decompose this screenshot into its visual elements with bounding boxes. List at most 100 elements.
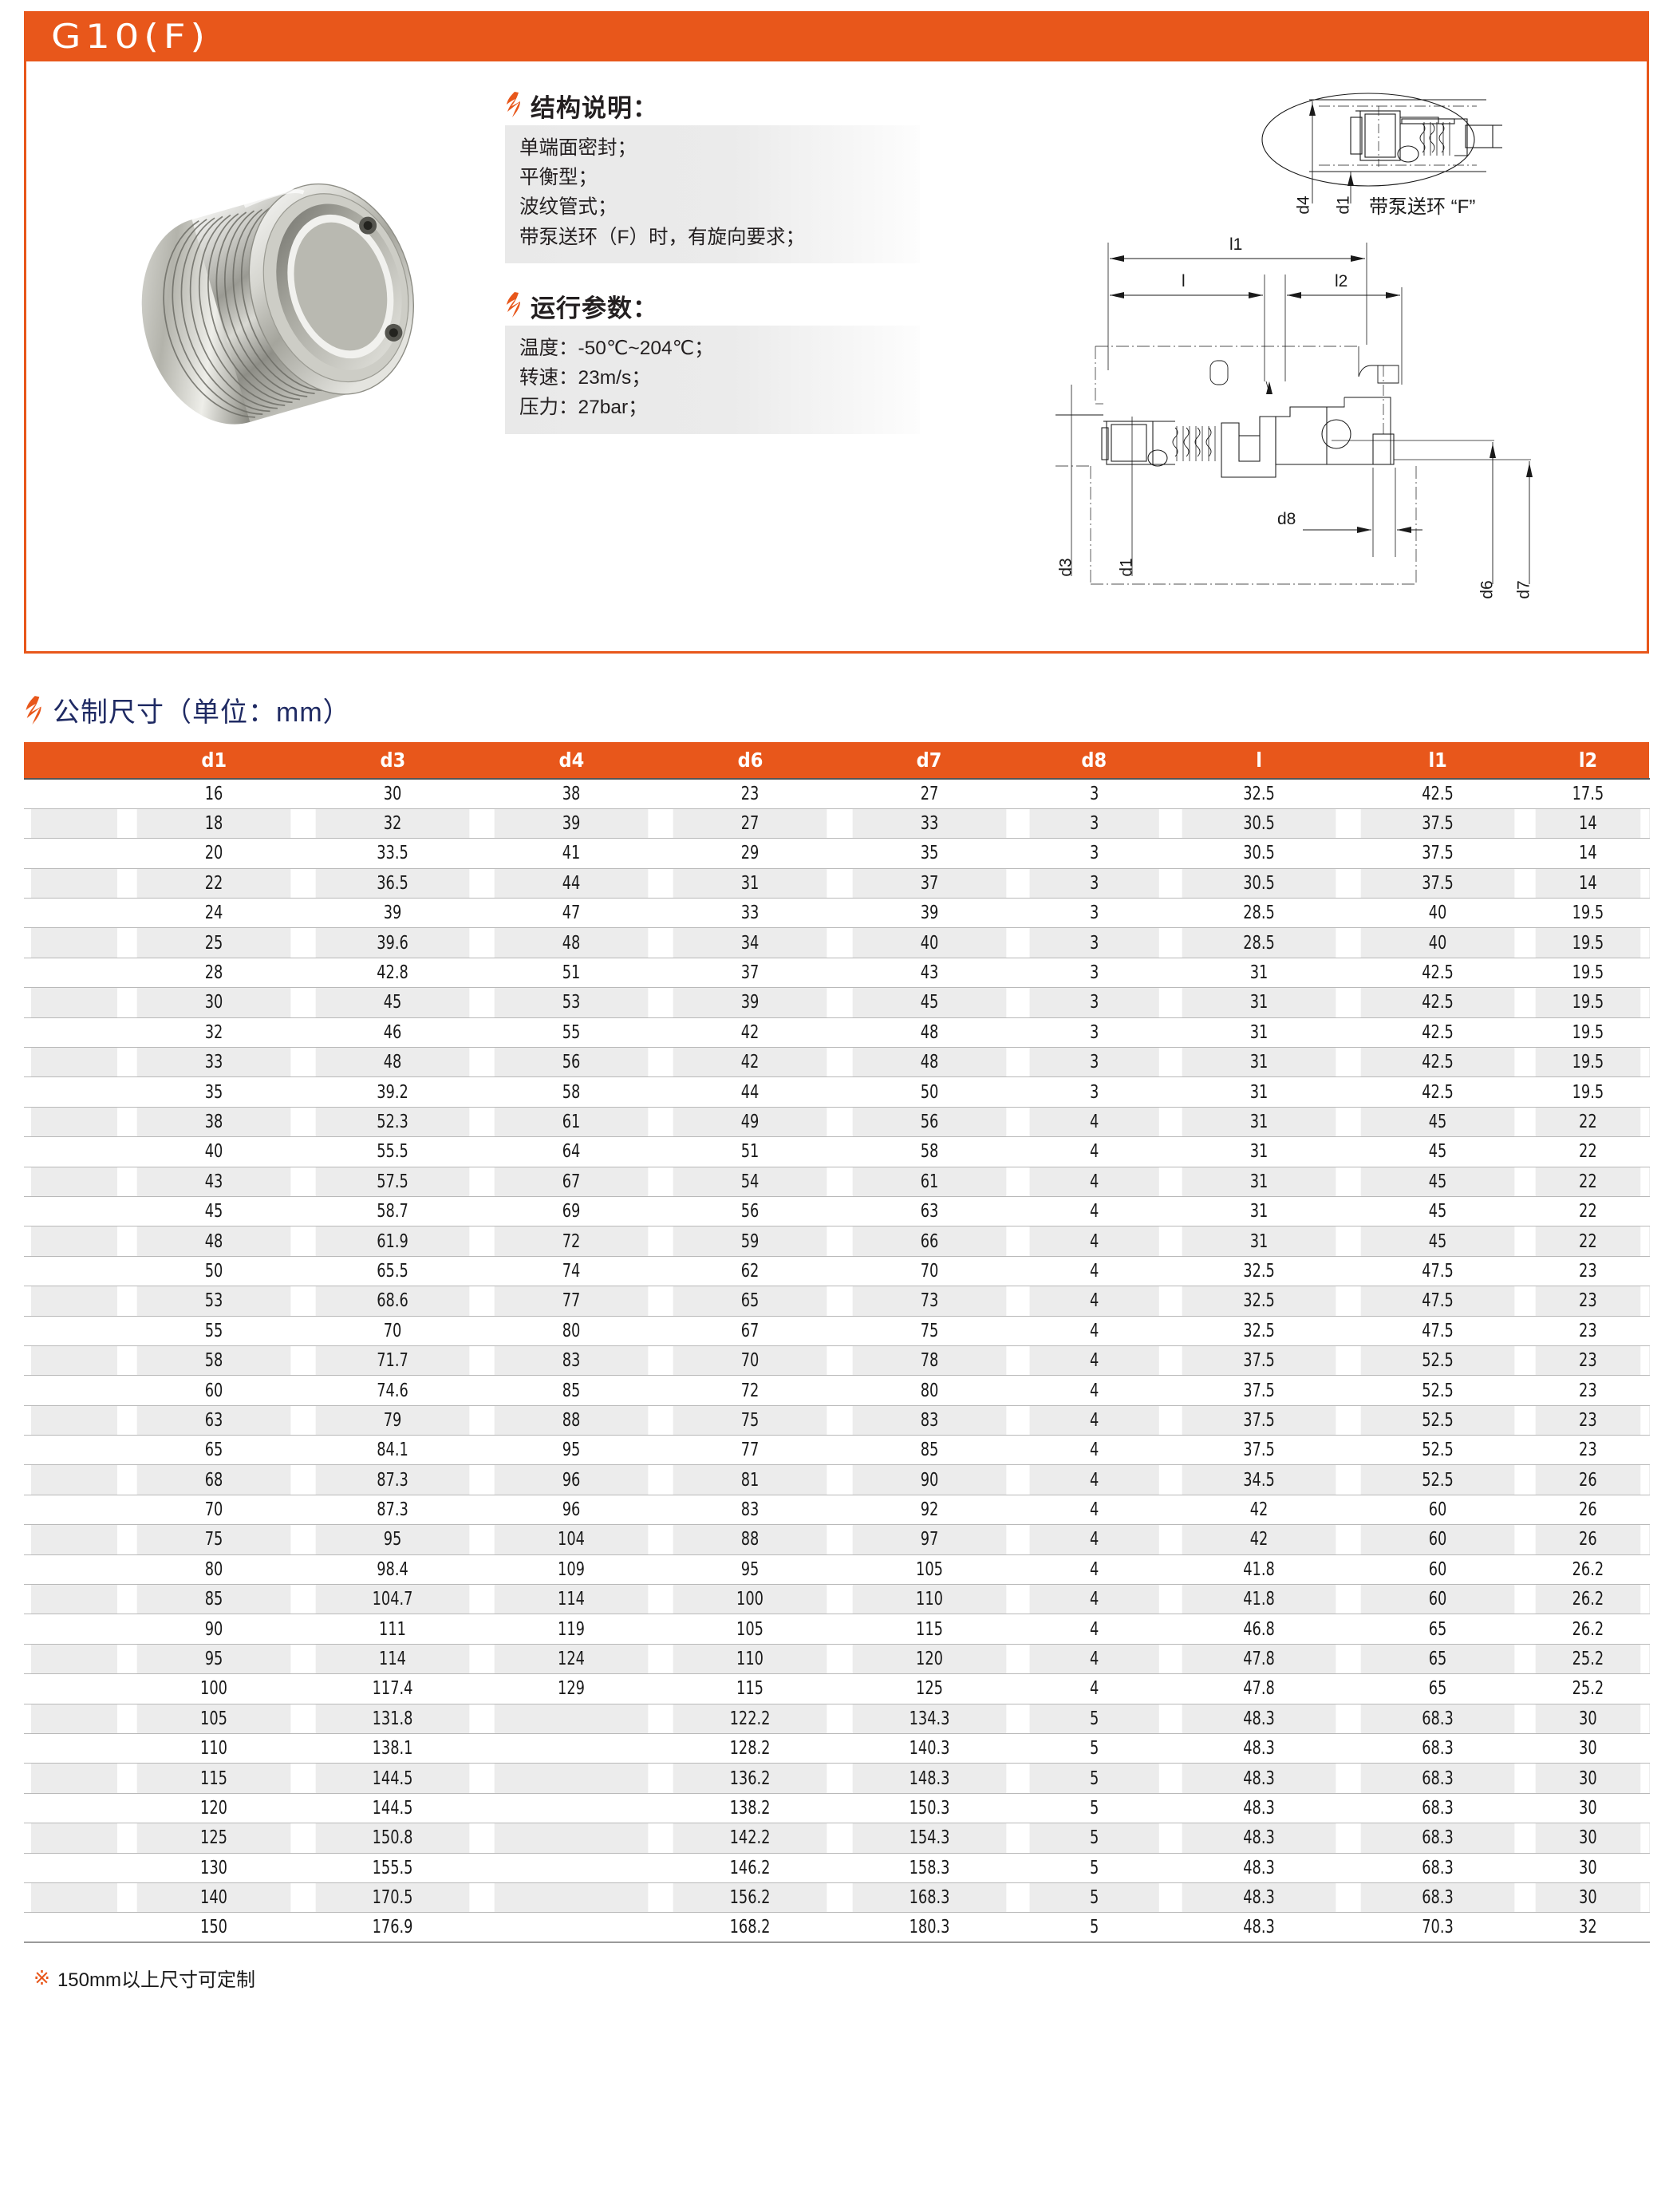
cell-d3: 45 — [316, 987, 470, 1018]
row-spacer — [30, 838, 118, 869]
cell-d4 — [495, 1823, 649, 1854]
cell-l: 42 — [1182, 1524, 1336, 1555]
dimensions-table: d1 d3 d4 d6 d7 d8 l l1 l2 16 30 38 23 27 3 32.… — [24, 742, 1649, 1944]
cell-l2: 19.5 — [1535, 1047, 1641, 1078]
cell-d6: 115 — [673, 1673, 827, 1704]
cell-l2: 23 — [1535, 1316, 1641, 1346]
cell-l: 48.3 — [1182, 1823, 1336, 1854]
table-row: 70 87.3 96 83 92 4 42 60 26 — [24, 1495, 1649, 1526]
cell-l2: 30 — [1535, 1763, 1641, 1794]
cell-l2: 25.2 — [1535, 1644, 1641, 1675]
cell-d3: 144.5 — [316, 1763, 470, 1794]
cell-l: 31 — [1182, 958, 1336, 989]
cell-d1: 100 — [136, 1673, 291, 1704]
cell-d1: 85 — [136, 1584, 291, 1615]
table-header-d7: d7 — [839, 742, 1019, 779]
cell-d3: 79 — [316, 1405, 470, 1436]
row-spacer — [30, 1495, 118, 1526]
cell-d6: 42 — [673, 1017, 827, 1049]
cell-l1: 68.3 — [1360, 1853, 1515, 1883]
row-spacer — [30, 1076, 118, 1108]
cell-l1: 47.5 — [1360, 1286, 1515, 1317]
cell-d3: 144.5 — [316, 1793, 470, 1824]
structure-block: 结构说明： 单端面密封； 平衡型； 波纹管式； 带泵送环（F）时，有旋向要求； — [505, 92, 920, 263]
parameters-body: 温度：-50℃~204℃； 转速：23m/s； 压力：27bar； — [505, 325, 920, 434]
parameter-speed: 转速：23m/s； — [519, 367, 651, 389]
row-spacer — [30, 1644, 118, 1675]
cell-d3: 61.9 — [316, 1226, 470, 1257]
cell-l2: 19.5 — [1535, 1017, 1641, 1049]
cell-l: 31 — [1182, 1017, 1336, 1049]
cell-d8: 4 — [1028, 1107, 1159, 1138]
cell-d8: 3 — [1028, 987, 1159, 1018]
cell-d1: 53 — [136, 1286, 291, 1317]
row-spacer — [30, 1167, 118, 1197]
cell-d7: 105 — [852, 1554, 1006, 1586]
cell-d7: 35 — [852, 838, 1006, 869]
cell-d7: 63 — [852, 1196, 1006, 1227]
cell-d4 — [495, 1733, 649, 1764]
cell-d7: 27 — [852, 777, 1006, 809]
cell-d1: 140 — [136, 1882, 291, 1914]
cell-l: 32.5 — [1182, 1286, 1336, 1317]
cell-d3: 98.4 — [316, 1554, 470, 1586]
cell-d3: 104.7 — [316, 1584, 470, 1615]
cell-d8: 4 — [1028, 1614, 1159, 1645]
table-row: 50 65.5 74 62 70 4 32.5 47.5 23 — [24, 1256, 1649, 1287]
cell-d8: 4 — [1028, 1584, 1159, 1615]
cell-d8: 3 — [1028, 1076, 1159, 1108]
cell-d4: 96 — [495, 1495, 649, 1526]
cell-d1: 38 — [136, 1107, 291, 1138]
cell-d4: 77 — [495, 1286, 649, 1317]
row-spacer — [30, 868, 118, 899]
cell-l: 31 — [1182, 1107, 1336, 1138]
cell-l2: 30 — [1535, 1704, 1641, 1735]
cell-l: 30.5 — [1182, 868, 1336, 899]
table-row: 43 57.5 67 54 61 4 31 45 22 — [24, 1167, 1649, 1197]
cell-d8: 4 — [1028, 1167, 1159, 1197]
section-title: 公制尺寸（单位：mm） — [53, 697, 351, 728]
cell-l2: 14 — [1535, 838, 1641, 869]
asterisk-icon: ※ — [34, 1966, 50, 1989]
cell-l2: 19.5 — [1535, 958, 1641, 989]
dimension-label-l: l — [1182, 272, 1186, 290]
cell-d7: 125 — [852, 1673, 1006, 1704]
table-row: 30 45 53 39 45 3 31 42.5 19.5 — [24, 987, 1649, 1018]
cell-l2: 23 — [1535, 1256, 1641, 1287]
cell-d1: 125 — [136, 1823, 291, 1854]
cell-d6: 67 — [673, 1316, 827, 1346]
cell-l: 37.5 — [1182, 1345, 1336, 1377]
cell-d1: 80 — [136, 1554, 291, 1586]
cell-d1: 110 — [136, 1733, 291, 1764]
row-spacer — [30, 1823, 118, 1854]
cell-l2: 22 — [1535, 1107, 1641, 1138]
cell-d3: 114 — [316, 1644, 470, 1675]
row-spacer — [30, 1912, 118, 1944]
cell-d1: 33 — [136, 1047, 291, 1078]
cell-d8: 3 — [1028, 927, 1159, 958]
cell-d7: 48 — [852, 1047, 1006, 1078]
row-spacer — [30, 927, 118, 958]
cell-l2: 22 — [1535, 1167, 1641, 1197]
cell-l1: 40 — [1360, 898, 1515, 929]
table-header-d1: d1 — [124, 742, 304, 779]
cell-d8: 4 — [1028, 1256, 1159, 1287]
cell-l1: 68.3 — [1360, 1793, 1515, 1824]
row-spacer — [30, 1524, 118, 1555]
cell-d3: 176.9 — [316, 1912, 470, 1944]
cell-d7: 33 — [852, 808, 1006, 839]
cell-l1: 52.5 — [1360, 1405, 1515, 1436]
cell-d6: 27 — [673, 808, 827, 839]
table-row: 120 144.5 138.2 150.3 5 48.3 68.3 30 — [24, 1793, 1649, 1824]
cell-d1: 105 — [136, 1704, 291, 1735]
cell-d1: 63 — [136, 1405, 291, 1436]
cell-d4: 67 — [495, 1167, 649, 1197]
structure-heading: 结构说明： — [531, 94, 658, 122]
cell-d7: 148.3 — [852, 1763, 1006, 1794]
lightning-bolt-icon — [507, 291, 520, 318]
cell-d1: 35 — [136, 1076, 291, 1108]
cell-d8: 4 — [1028, 1495, 1159, 1526]
row-spacer — [30, 1882, 118, 1914]
cell-d1: 90 — [136, 1614, 291, 1645]
cell-l1: 42.5 — [1360, 777, 1515, 809]
